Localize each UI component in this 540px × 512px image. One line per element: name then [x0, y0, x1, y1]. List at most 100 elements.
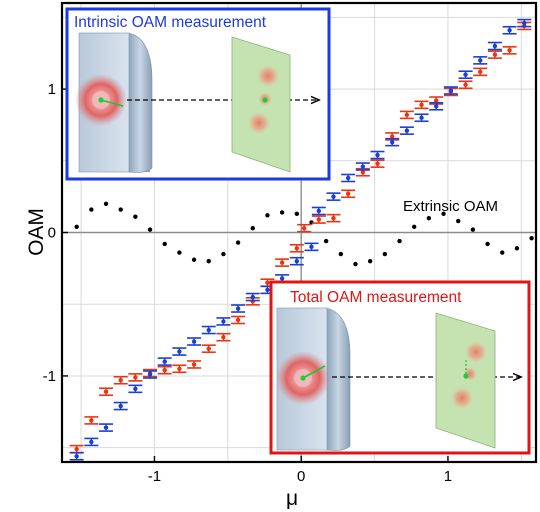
data-point-blue: [341, 173, 356, 183]
x-axis-label: μ: [286, 487, 298, 510]
crystal-slab-icon: [276, 307, 351, 451]
data-point-extrinsic: [426, 215, 432, 221]
data-point-extrinsic: [177, 250, 182, 255]
data-point-blue: [231, 304, 246, 313]
data-point-blue: [113, 401, 128, 411]
data-point-blue: [245, 292, 260, 302]
data-point-extrinsic: [529, 236, 534, 241]
data-point-blue: [385, 137, 400, 147]
x-tick-label: 1: [444, 468, 452, 485]
data-point-blue: [187, 337, 202, 346]
data-point-blue: [216, 317, 231, 326]
data-point-extrinsic: [294, 211, 299, 217]
inset-total: Total OAM measurement: [269, 280, 531, 455]
data-point-extrinsic: [338, 251, 344, 257]
inset-total-title: Total OAM measurement: [290, 289, 462, 306]
data-point-red: [370, 159, 385, 168]
data-point-red: [157, 365, 172, 375]
data-point-blue: [143, 370, 158, 379]
data-point-blue: [487, 41, 502, 51]
data-point-blue: [289, 256, 304, 266]
data-point-red: [187, 360, 202, 369]
data-point-blue: [84, 437, 99, 447]
data-point-extrinsic: [147, 227, 153, 232]
data-point-blue: [304, 242, 319, 252]
blue-series: [69, 18, 532, 461]
data-point-blue: [502, 25, 517, 35]
data-point-extrinsic: [191, 257, 197, 262]
inset-intrinsic-title: Intrinsic OAM measurement: [74, 14, 267, 31]
data-point-red: [458, 80, 473, 90]
data-point-red: [399, 110, 414, 120]
data-point-red: [297, 223, 312, 233]
data-point-extrinsic: [103, 201, 109, 207]
detector-screen-icon: [435, 312, 496, 449]
data-point-extrinsic: [323, 238, 329, 244]
data-point-blue: [311, 206, 326, 216]
data-point-red: [84, 416, 99, 425]
data-point-red: [502, 46, 517, 55]
data-point-red: [473, 67, 488, 77]
data-point-blue: [473, 56, 488, 65]
data-point-blue: [99, 423, 114, 432]
extrinsic-oam-series: [74, 201, 534, 267]
data-point-red: [326, 213, 341, 223]
data-point-blue: [399, 126, 414, 135]
data-point-extrinsic: [514, 246, 520, 251]
data-point-extrinsic: [89, 207, 94, 212]
data-point-extrinsic: [411, 224, 417, 229]
inset-intrinsic: Intrinsic OAM measurement: [65, 7, 331, 181]
data-point-extrinsic: [500, 250, 505, 255]
data-point-red: [341, 189, 356, 199]
data-point-extrinsic: [367, 258, 373, 264]
data-point-red: [275, 258, 290, 267]
data-point-blue: [429, 101, 444, 111]
data-point-extrinsic: [250, 225, 255, 231]
data-point-blue: [128, 384, 143, 394]
data-point-extrinsic: [382, 251, 388, 257]
data-point-red: [311, 215, 326, 224]
data-point-extrinsic: [441, 211, 446, 217]
data-point-extrinsic: [162, 241, 167, 247]
data-point-blue: [326, 192, 341, 201]
data-point-red: [487, 50, 502, 59]
data-point-blue: [458, 70, 473, 80]
y-axis-label: OAM: [25, 208, 48, 256]
data-point-blue: [172, 347, 187, 356]
detector-screen-icon: [231, 36, 291, 173]
data-point-extrinsic: [221, 251, 226, 257]
crystal-slab-icon: [75, 32, 153, 173]
data-point-red: [113, 375, 128, 385]
data-point-blue: [355, 162, 370, 171]
data-point-red: [289, 243, 304, 253]
data-point-extrinsic: [235, 240, 241, 245]
data-point-extrinsic: [485, 241, 490, 247]
data-point-blue: [201, 325, 216, 335]
ticks: -1 0 1 -1 0 1: [43, 81, 452, 485]
data-point-red: [172, 364, 187, 374]
data-point-extrinsic: [133, 214, 138, 219]
extrinsic-oam-label: Extrinsic OAM: [403, 198, 498, 215]
data-point-extrinsic: [265, 213, 270, 218]
data-point-extrinsic: [397, 238, 402, 244]
data-point-red: [231, 315, 246, 325]
data-point-red: [201, 344, 216, 353]
data-point-extrinsic: [470, 227, 476, 232]
y-tick-label: -1: [43, 368, 56, 385]
data-point-red: [216, 332, 231, 342]
data-point-blue: [69, 451, 84, 461]
data-point-extrinsic: [118, 207, 123, 212]
plot-frame: [60, 1, 538, 464]
data-point-blue: [370, 150, 385, 160]
data-point-blue: [517, 18, 532, 28]
x-tick-label: -1: [148, 468, 161, 485]
red-series: [69, 21, 532, 454]
y-tick-label: 1: [48, 81, 56, 98]
data-point-extrinsic: [206, 258, 211, 264]
data-point-extrinsic: [74, 224, 79, 229]
data-point-blue: [157, 357, 172, 366]
data-point-blue: [414, 113, 429, 123]
data-point-extrinsic: [279, 210, 285, 215]
y-tick-label: 0: [48, 225, 56, 242]
